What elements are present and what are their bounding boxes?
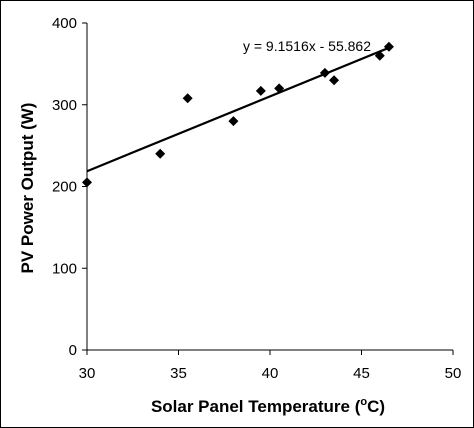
x-axis-title-unit: C) <box>367 397 385 416</box>
data-point <box>383 41 394 52</box>
data-point <box>255 85 266 96</box>
data-point <box>82 177 92 188</box>
data-point <box>182 93 193 104</box>
data-point <box>155 148 166 159</box>
data-point <box>374 50 385 61</box>
data-points <box>82 41 394 188</box>
x-axis-title-degree: o <box>360 396 367 408</box>
x-tick-label: 40 <box>262 365 279 382</box>
trendline-group <box>86 46 390 173</box>
axes <box>86 23 453 351</box>
x-tick-label: 35 <box>170 365 187 382</box>
data-point <box>329 75 340 86</box>
y-axis-title: PV Power Output (W) <box>18 103 37 274</box>
x-tick-label: 50 <box>445 365 462 382</box>
y-axis-ticks: 0 100 200 300 400 <box>52 15 87 359</box>
trendline <box>86 46 390 173</box>
x-axis-title-main: Solar Panel Temperature ( <box>151 397 361 416</box>
x-axis-title: Solar Panel Temperature (oC) <box>151 396 385 416</box>
x-tick-label: 45 <box>353 365 370 382</box>
x-tick-label: 30 <box>79 365 96 382</box>
x-axis-ticks: 30 35 40 45 50 <box>79 350 462 382</box>
y-tick-label: 400 <box>52 15 77 32</box>
y-tick-label: 0 <box>69 342 77 359</box>
y-tick-label: 200 <box>52 179 77 196</box>
y-tick-label: 300 <box>52 97 77 114</box>
y-tick-label: 100 <box>52 260 77 277</box>
data-point <box>274 83 285 94</box>
data-point <box>228 116 239 127</box>
data-point <box>319 67 330 78</box>
trendline-equation: y = 9.1516x - 55.862 <box>243 38 371 54</box>
